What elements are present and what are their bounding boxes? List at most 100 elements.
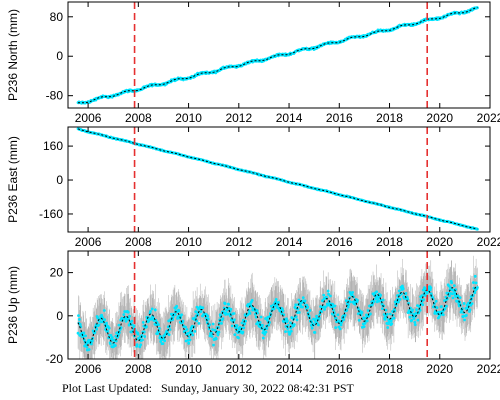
x-tick-label: 2022 (477, 111, 500, 125)
data-point (157, 326, 161, 330)
data-points-2 (76, 127, 479, 231)
data-point (153, 308, 157, 312)
data-point (96, 316, 99, 319)
x-tick-label: 2018 (376, 111, 403, 125)
data-point (233, 318, 236, 322)
data-point (124, 319, 128, 323)
data-point (167, 333, 171, 337)
data-point (145, 325, 148, 329)
x-tick-label: 2006 (75, 111, 102, 125)
data-point (128, 314, 131, 318)
data-point (139, 343, 143, 347)
data-point (476, 227, 479, 231)
y-tick-label: 0 (56, 49, 63, 63)
y-axis-label-1: P236 North (mm) (6, 9, 20, 101)
panel-2: 2006 2008 2010 2012 2014 2016 2018 2020 2022 -160… (6, 126, 500, 249)
x-tick-label: 2012 (225, 111, 252, 125)
data-point (84, 334, 88, 338)
data-point (217, 330, 221, 334)
model-curve-2 (77, 128, 478, 230)
data-point (97, 323, 101, 327)
data-point (187, 341, 191, 345)
data-point (156, 332, 159, 336)
data-point (143, 335, 147, 338)
data-point (199, 309, 203, 313)
data-point (221, 317, 225, 321)
data-point (122, 313, 126, 316)
data-point (141, 321, 145, 324)
x-tick-label: 2022 (477, 235, 500, 249)
y-tick-label: 80 (50, 10, 64, 24)
data-point (168, 328, 172, 331)
data-point (237, 336, 240, 340)
data-point (77, 318, 81, 321)
data-point (242, 326, 246, 330)
data-point (230, 324, 234, 328)
data-point (103, 318, 107, 322)
data-point (171, 315, 175, 319)
data-point (201, 306, 205, 310)
data-point (193, 329, 197, 333)
data-points-3 (76, 274, 479, 352)
data-point (243, 322, 247, 326)
data-point (211, 322, 215, 326)
x-tick-label: 2020 (426, 111, 453, 125)
x-tick-label: 2008 (125, 235, 152, 249)
data-point (197, 321, 201, 325)
data-point (82, 331, 86, 335)
data-point (208, 323, 211, 327)
data-point (126, 310, 130, 314)
x-tick-label: 2016 (326, 235, 353, 249)
data-point (113, 344, 117, 347)
data-point (248, 311, 252, 315)
plot-area-3 (76, 255, 479, 359)
data-point (102, 309, 106, 312)
data-point (77, 314, 80, 318)
y-axis-label-2: P236 East (mm) (6, 136, 20, 223)
x-tick-label: 2020 (426, 235, 453, 249)
x-tick-label: 2010 (175, 235, 202, 249)
data-point (250, 298, 254, 302)
data-point (117, 323, 121, 327)
data-point (181, 319, 185, 323)
panel-3: 200620082010201220142016201820202022-200… (6, 250, 500, 376)
x-tick-label: 2008 (125, 111, 152, 125)
y-tick-label: 0 (56, 173, 63, 187)
data-point (149, 310, 152, 313)
data-point (90, 339, 94, 343)
data-point (95, 327, 99, 331)
axes-frame-1 (67, 1, 491, 109)
data-point (227, 302, 231, 306)
data-point (76, 331, 80, 335)
axes-frame-2 (67, 126, 491, 233)
data-point (206, 314, 210, 318)
data-point (240, 321, 244, 325)
data-point (241, 330, 245, 334)
data-point (211, 328, 215, 332)
data-point (136, 332, 140, 336)
data-point (135, 343, 139, 347)
x-tick-label: 2006 (75, 235, 102, 249)
data-point (119, 326, 123, 330)
data-point (173, 313, 177, 316)
data-point (105, 321, 108, 325)
data-point (137, 337, 141, 341)
data-point (177, 309, 181, 313)
data-point (154, 323, 158, 327)
data-point (210, 335, 214, 338)
data-point (188, 338, 192, 342)
plot-area-2 (76, 127, 479, 231)
x-tick-label: 2014 (276, 235, 303, 249)
data-point (78, 323, 82, 326)
data-point (233, 333, 237, 337)
data-point (223, 302, 227, 306)
data-point (191, 333, 195, 337)
data-point (110, 336, 114, 339)
y-tick-label: 160 (43, 139, 63, 153)
y-tick-label: -160 (39, 207, 63, 221)
data-point (132, 324, 136, 328)
data-point (83, 344, 87, 348)
data-point (109, 334, 113, 337)
data-point (106, 330, 110, 333)
data-point (220, 321, 223, 325)
